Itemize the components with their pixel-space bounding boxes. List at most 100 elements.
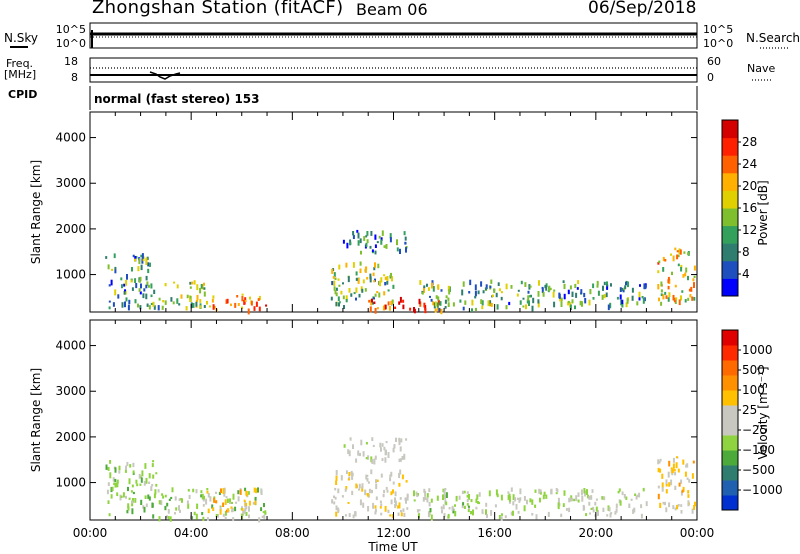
power-echo-cell bbox=[389, 237, 392, 243]
velocity-echo-cell bbox=[127, 507, 130, 511]
power-echo-cell bbox=[468, 291, 471, 294]
nsky-panel: 10^5 10^0 10^5 10^0 N.Sky N.Search bbox=[4, 22, 800, 50]
velocity-echo-cell bbox=[219, 509, 222, 515]
velocity-echo-cell bbox=[416, 509, 419, 513]
power-echo-cell bbox=[107, 264, 110, 270]
power-echo-cell bbox=[332, 276, 335, 279]
velocity-echo-cell bbox=[331, 499, 334, 504]
velocity-echo-cell bbox=[387, 509, 390, 514]
velocity-echo-cell bbox=[229, 498, 231, 503]
velocity-yticks: 1000 2000 3000 4000 bbox=[55, 339, 697, 490]
velocity-echo-cell bbox=[209, 496, 212, 502]
velocity-echo-cell bbox=[150, 486, 153, 491]
power-echo-cell bbox=[241, 295, 244, 302]
velocity-echo-cell bbox=[659, 468, 662, 473]
velocity-echo-cell bbox=[674, 485, 677, 490]
power-echo-cell bbox=[592, 297, 595, 300]
power-echo-cell bbox=[134, 258, 136, 262]
power-echo-cell bbox=[145, 259, 148, 266]
velocity-echo-cell bbox=[140, 477, 143, 483]
velocity-echo-cell bbox=[692, 460, 695, 464]
velocity-echo-cell bbox=[395, 437, 397, 442]
nave-tick-bottom: 0 bbox=[707, 71, 714, 84]
velocity-echo-cell bbox=[582, 504, 585, 511]
power-echo-cell bbox=[690, 286, 693, 292]
power-echo-cell bbox=[241, 306, 243, 310]
velocity-echo-cell bbox=[383, 489, 386, 494]
xtick-label: 16:00 bbox=[477, 526, 512, 540]
velocity-echo-cell bbox=[116, 492, 119, 497]
power-echo-cell bbox=[372, 272, 375, 277]
power-echo-cell bbox=[237, 303, 240, 306]
velocity-echo-cell bbox=[556, 489, 559, 493]
power-echo-cell bbox=[664, 291, 667, 295]
power-echo-cell bbox=[588, 299, 591, 306]
power-echo-cell bbox=[490, 302, 493, 307]
power-echo-cell bbox=[390, 300, 393, 306]
velocity-echo-cell bbox=[154, 489, 157, 495]
velocity-echo-cell bbox=[428, 501, 431, 507]
power-echo-cell bbox=[398, 301, 401, 305]
velocity-echo-cell bbox=[534, 504, 537, 508]
nave-tick-top: 60 bbox=[707, 55, 721, 68]
power-colorbar-tick-label: 24 bbox=[742, 157, 757, 171]
velocity-echo-cell bbox=[333, 501, 336, 505]
power-echo-cell bbox=[423, 286, 425, 293]
velocity-echo-cell bbox=[688, 479, 691, 483]
power-echo-cell bbox=[130, 280, 133, 283]
velocity-echo-cell bbox=[610, 512, 613, 515]
power-echo-cell bbox=[469, 279, 472, 286]
power-echo-cell bbox=[538, 280, 540, 286]
power-echo-cell bbox=[121, 284, 123, 289]
velocity-echo-cell bbox=[355, 483, 358, 489]
velocity-echo-cell bbox=[226, 498, 229, 503]
velocity-echo-cell bbox=[107, 500, 110, 504]
power-echo-cell bbox=[200, 284, 203, 289]
power-echo-cell bbox=[610, 283, 612, 287]
velocity-echo-cell bbox=[347, 449, 350, 454]
velocity-echo-cell bbox=[122, 492, 125, 498]
velocity-echo-cell bbox=[241, 506, 243, 510]
power-echo-cell bbox=[675, 297, 678, 300]
velocity-colorbar-frame bbox=[721, 329, 739, 511]
power-echo-cell bbox=[660, 293, 663, 297]
power-echo-cell bbox=[225, 299, 228, 304]
velocity-echo-cell bbox=[169, 516, 172, 522]
velocity-echo-cell bbox=[384, 457, 387, 463]
power-echo-cell bbox=[522, 305, 525, 308]
power-echo-cell bbox=[528, 284, 531, 290]
velocity-echo-cell bbox=[374, 511, 377, 515]
power-colorbar-tick-label: 28 bbox=[742, 135, 757, 149]
velocity-echo-cell bbox=[685, 464, 688, 468]
power-echo-cell bbox=[562, 280, 565, 283]
power-echo-cell bbox=[147, 268, 150, 274]
velocity-echo-cell bbox=[441, 509, 443, 514]
velocity-echo-cell bbox=[658, 460, 661, 464]
power-echo-cell bbox=[108, 300, 111, 303]
velocity-echo-cell bbox=[429, 508, 432, 513]
velocity-echo-cell bbox=[490, 510, 493, 516]
velocity-echo-cell bbox=[436, 495, 439, 501]
power-echo-cell bbox=[371, 298, 373, 303]
velocity-echo-cell bbox=[207, 493, 210, 498]
velocity-echo-cell bbox=[365, 442, 368, 445]
velocity-echo-cell bbox=[166, 502, 169, 507]
velocity-echo-cell bbox=[361, 486, 364, 492]
velocity-echo-cell bbox=[590, 507, 593, 510]
velocity-echo-cell bbox=[455, 495, 458, 502]
velocity-echo-cell bbox=[687, 500, 690, 507]
power-echo-cell bbox=[335, 292, 338, 297]
velocity-echo-cell bbox=[224, 511, 227, 516]
velocity-echo-cell bbox=[370, 469, 373, 475]
velocity-echo-cell bbox=[349, 437, 352, 441]
velocity-echo-cell bbox=[680, 490, 683, 496]
velocity-echo-cell bbox=[211, 504, 214, 509]
power-echo-cell bbox=[164, 300, 167, 305]
power-echo-cell bbox=[601, 294, 604, 300]
velocity-echo-cell bbox=[510, 511, 513, 516]
power-echo-cell bbox=[170, 297, 173, 302]
power-echo-cell bbox=[138, 258, 141, 265]
power-echo-cell bbox=[139, 291, 142, 295]
velocity-echo-cell bbox=[512, 501, 515, 506]
power-echo-cell bbox=[386, 281, 389, 285]
